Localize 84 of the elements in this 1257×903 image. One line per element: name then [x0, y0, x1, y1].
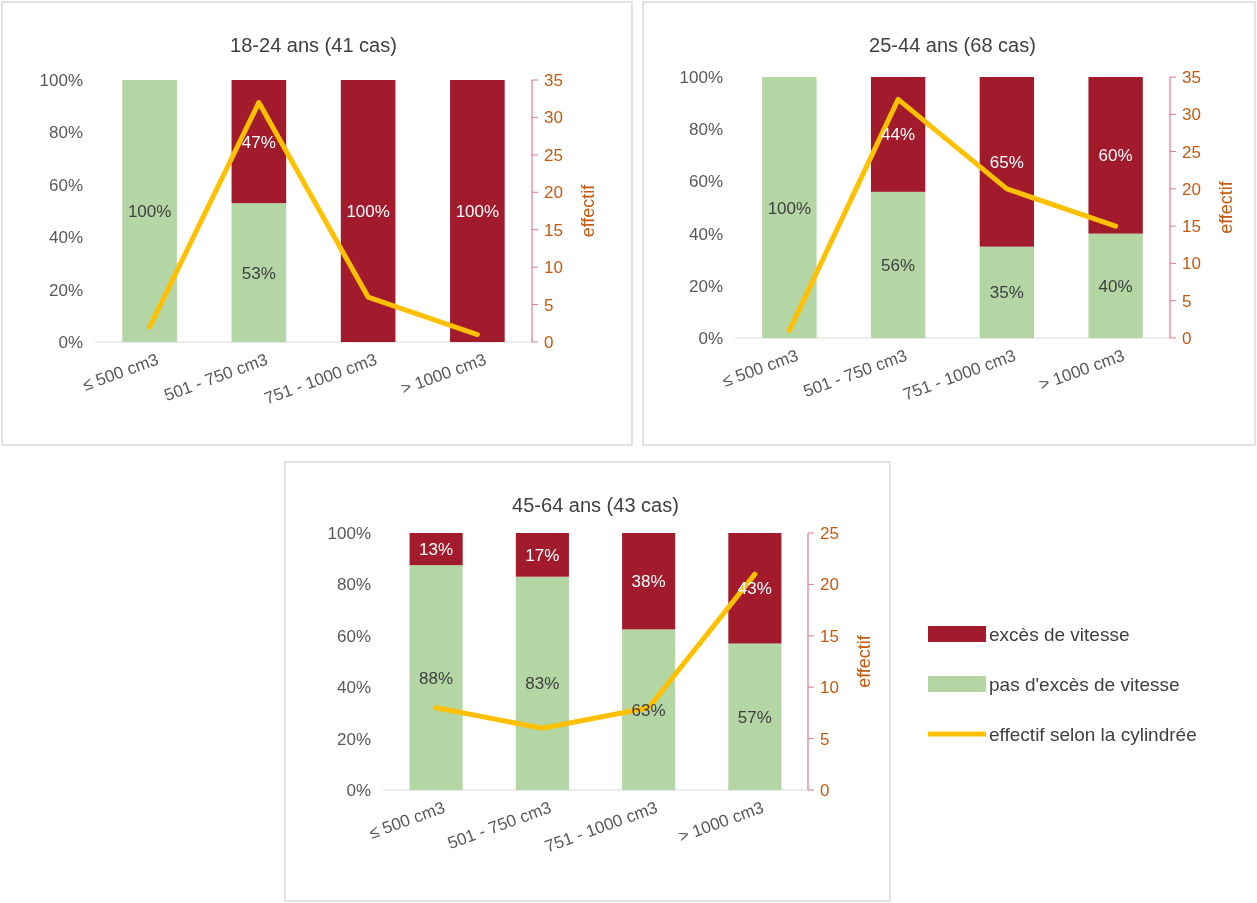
y2-axis-title: effectif [854, 634, 874, 688]
data-label: 13% [419, 540, 454, 560]
y2-tick-label: 0 [544, 333, 554, 352]
data-label: 53% [241, 263, 276, 283]
y2-tick-label: 15 [1182, 217, 1201, 237]
data-label: 17% [525, 545, 560, 565]
x-tick-label: ≤ 500 cm3 [366, 797, 448, 843]
data-label: 35% [989, 283, 1024, 303]
y2-tick-label: 5 [544, 295, 554, 315]
data-label: 57% [737, 707, 772, 727]
y2-tick-label: 5 [820, 729, 830, 749]
legend-label: excès de vitesse [989, 624, 1130, 645]
bar [728, 533, 782, 644]
y2-tick-label: 5 [1182, 291, 1192, 311]
bar [979, 77, 1035, 247]
legend-label: pas d'excès de vitesse [989, 674, 1180, 695]
y2-tick-label: 20 [1182, 179, 1201, 199]
y-tick-label: 40% [336, 678, 371, 698]
y2-tick-label: 30 [544, 108, 563, 128]
y-tick-label: 0% [346, 781, 371, 800]
y-tick-label: 60% [48, 175, 83, 195]
y-tick-label: 80% [48, 123, 83, 143]
y2-tick-label: 15 [544, 220, 563, 240]
data-label: 38% [631, 572, 666, 592]
y-tick-label: 20% [688, 276, 723, 296]
y2-tick-label: 0 [1182, 329, 1192, 348]
data-label: 56% [881, 255, 916, 275]
y2-axis-title: effectif [1216, 180, 1236, 234]
data-label: 40% [1098, 276, 1133, 296]
y-tick-label: 40% [688, 224, 723, 244]
data-label: 88% [419, 668, 454, 688]
y2-tick-label: 10 [820, 678, 839, 698]
y2-tick-label: 25 [1182, 142, 1201, 162]
bar [762, 77, 817, 338]
data-label: 47% [241, 132, 276, 152]
y-tick-label: 40% [48, 228, 83, 248]
y2-axis-title: effectif [578, 183, 598, 238]
y2-tick-label: 25 [544, 145, 563, 165]
y-tick-label: 0% [698, 329, 723, 348]
bar [515, 576, 569, 790]
bar [622, 629, 676, 790]
data-label: 100% [767, 198, 812, 218]
bar [1088, 233, 1143, 338]
legend-label: effectif selon la cylindrée [989, 724, 1197, 745]
data-label: 100% [455, 202, 500, 221]
y2-tick-label: 10 [1182, 254, 1201, 274]
chart-title: 45-64 ans (43 cas) [512, 494, 679, 516]
chart-title: 18-24 ans (41 cas) [230, 34, 397, 56]
y2-tick-label: 0 [820, 781, 830, 800]
bar [1088, 77, 1143, 234]
y-tick-label: 60% [688, 172, 723, 192]
chart-title: 25-44 ans (68 cas) [869, 34, 1036, 56]
y2-tick-label: 35 [544, 71, 563, 90]
y-tick-label: 20% [336, 729, 371, 749]
x-tick-label: > 1000 cm3 [675, 797, 767, 847]
y2-tick-label: 15 [820, 626, 839, 646]
y-tick-label: 100% [327, 524, 371, 543]
y-tick-label: 0% [58, 333, 83, 352]
y2-tick-label: 20 [544, 183, 563, 203]
y-tick-label: 60% [336, 626, 371, 646]
bar [622, 533, 676, 630]
bar [409, 565, 463, 790]
y2-tick-label: 20 [820, 575, 839, 595]
bar [870, 191, 926, 338]
y2-tick-label: 30 [1182, 105, 1201, 125]
y2-tick-label: 35 [1182, 68, 1201, 87]
data-label: 83% [525, 674, 560, 694]
y-tick-label: 100% [679, 68, 723, 87]
data-label: 65% [989, 152, 1024, 172]
y2-tick-label: 10 [544, 258, 563, 278]
y-tick-label: 100% [39, 71, 83, 90]
y-tick-label: 80% [688, 120, 723, 140]
y-tick-label: 80% [336, 575, 371, 595]
x-tick-label: ≤ 500 cm3 [80, 349, 161, 395]
x-tick-label: > 1000 cm3 [398, 349, 489, 399]
y-tick-label: 20% [48, 280, 83, 300]
x-tick-label: > 1000 cm3 [1036, 345, 1127, 395]
bar [979, 246, 1035, 338]
x-tick-label: ≤ 500 cm3 [719, 345, 801, 391]
bar [515, 533, 569, 577]
y2-tick-label: 25 [820, 524, 839, 543]
data-label: 100% [127, 202, 172, 221]
data-label: 60% [1098, 146, 1133, 166]
bar [728, 643, 782, 790]
